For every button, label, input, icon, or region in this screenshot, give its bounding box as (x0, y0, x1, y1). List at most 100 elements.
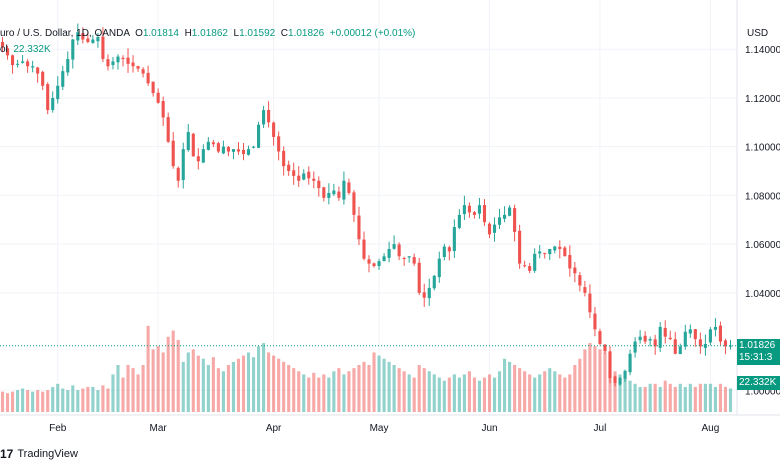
close-value: 1.01826 (288, 28, 325, 39)
candle-body (708, 329, 712, 343)
candle-body (21, 61, 25, 63)
volume-bar (382, 358, 386, 412)
candle-body (397, 244, 401, 257)
volume-bar (497, 371, 502, 412)
volume-bar (36, 390, 40, 412)
candle-body (181, 149, 185, 181)
volume-bar (257, 346, 261, 412)
volume-bar (377, 355, 381, 412)
candle-body (553, 246, 557, 251)
volume-bar (432, 374, 436, 412)
candle-body (141, 69, 145, 74)
candle-body (352, 192, 356, 215)
volume-bar (327, 377, 331, 412)
candle-body (638, 336, 642, 341)
candle-body (452, 227, 456, 251)
candle-body (442, 246, 446, 258)
volume-bar (307, 377, 311, 412)
volume-bar (216, 368, 220, 412)
volume-bar (718, 383, 723, 412)
price-axis-label: 1.04000 (745, 289, 780, 300)
candle-body (307, 171, 311, 179)
volume-bar (181, 361, 185, 412)
volume-bar (658, 386, 662, 412)
volume-bar (171, 330, 175, 412)
volume-bar (297, 371, 301, 412)
volume-bar (287, 365, 291, 412)
chart-legend: uro / U.S. Dollar, 1D, OANDA O1.01814 H1… (0, 28, 415, 39)
candle-body (427, 287, 431, 299)
volume-bar (563, 377, 567, 412)
volume-bar (56, 383, 60, 412)
currency-label: USD (747, 28, 769, 39)
candle-body (372, 263, 376, 267)
candle-body (387, 248, 391, 258)
candle-body (246, 149, 251, 155)
candle-body (528, 266, 532, 271)
candle-body (402, 257, 406, 259)
candle-body (593, 313, 597, 330)
volume-bar (357, 365, 361, 412)
bar-countdown: 15:31:3 (739, 351, 773, 363)
candle-body (287, 164, 291, 172)
volume-bar (146, 325, 150, 412)
volume-bar (262, 343, 266, 412)
candle-body (668, 337, 672, 340)
candle-body (462, 205, 466, 215)
candle-body (156, 92, 160, 103)
candle-body (5, 48, 10, 56)
volume-bar (141, 365, 145, 412)
volume-bar (598, 349, 602, 412)
volume-bar (728, 388, 733, 412)
candle-body (713, 326, 717, 330)
volume-bar (623, 377, 627, 412)
volume-bar (523, 371, 527, 412)
candle-body (211, 142, 215, 145)
volume-bar (267, 352, 271, 412)
volume-bar (668, 383, 672, 412)
candle-body (623, 370, 627, 379)
low-label: L (233, 28, 240, 39)
open-label: O (135, 28, 143, 39)
candle-body (558, 246, 562, 249)
candle-body (347, 182, 351, 193)
candle-body (688, 329, 692, 334)
candle-body (563, 247, 567, 257)
candle-body (277, 136, 281, 152)
time-axis-label: Mar (150, 423, 168, 434)
volume-label: ol (0, 44, 8, 55)
volume-bar (508, 361, 512, 412)
candle-body (728, 345, 733, 347)
volume-bar (412, 377, 416, 412)
volume-bar (663, 380, 667, 412)
volume-bar (156, 346, 160, 412)
volume-bar (231, 361, 236, 412)
last-price-tag: 1.01826 15:31:3 (737, 338, 780, 365)
candle-body (432, 275, 436, 289)
time-axis-label: Aug (702, 423, 720, 434)
candle-body (392, 244, 396, 249)
last-volume-tag: 22.332K (737, 376, 780, 390)
volume-bar (583, 349, 587, 412)
volume-bar (241, 355, 246, 412)
volume-bar (698, 383, 702, 412)
tradingview-logo[interactable]: 17 TradingView (0, 447, 78, 461)
price-axis-label: 1.10000 (745, 143, 780, 154)
volume-bar (673, 386, 677, 412)
candle-body (678, 346, 682, 355)
volume-bar (513, 365, 517, 412)
volume-bar (41, 391, 45, 412)
candle-body (312, 178, 316, 181)
volume-bar (568, 374, 572, 412)
candle-body (447, 247, 451, 252)
volume-bar (121, 377, 125, 412)
candle-body (166, 117, 170, 142)
volume-bar (367, 365, 371, 412)
volume-bar (46, 390, 50, 412)
candle-body (628, 353, 632, 373)
volume-bar (136, 374, 140, 412)
candle-body (658, 326, 662, 348)
candle-body (482, 205, 487, 223)
volume-bar (713, 386, 717, 412)
